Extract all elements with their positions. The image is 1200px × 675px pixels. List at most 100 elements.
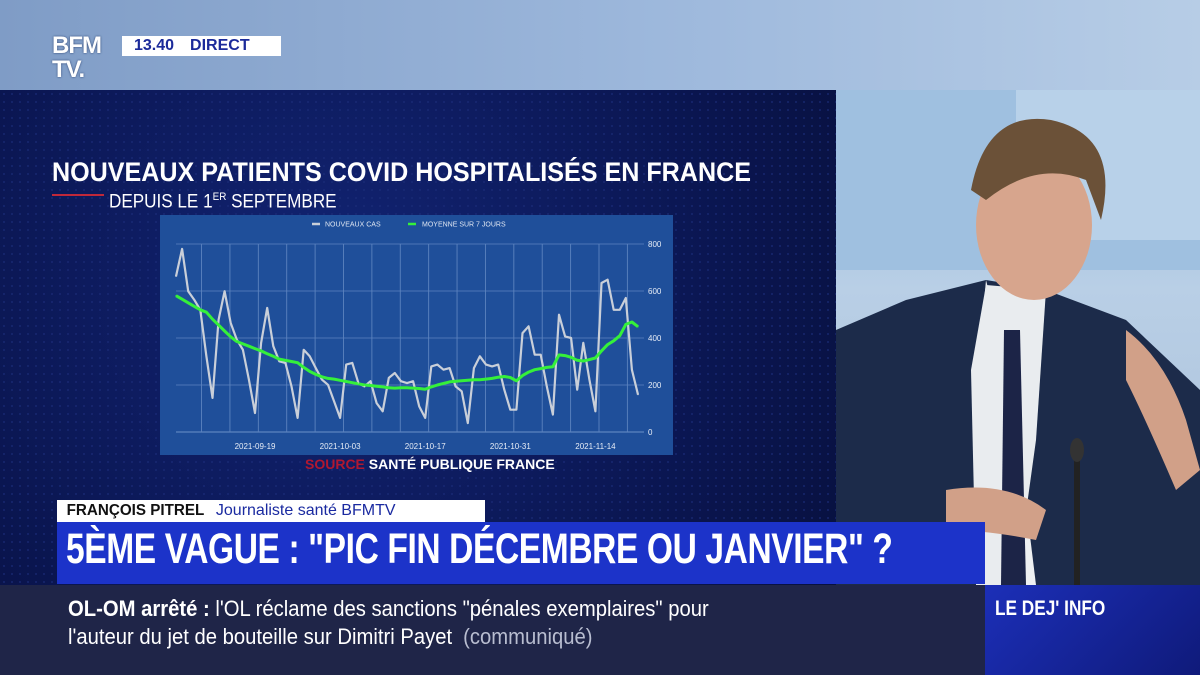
chart-grid: [176, 243, 644, 433]
new-cases-point: [424, 417, 426, 419]
new-cases-point: [339, 417, 341, 419]
series-new-cases-line: [174, 247, 640, 425]
new-cases-point: [351, 362, 353, 364]
avg-point: [600, 350, 603, 352]
x-tick-label: 2021-11-14: [575, 442, 616, 451]
new-cases-point: [430, 365, 432, 368]
avg-point: [418, 387, 420, 390]
headline-bar: [57, 522, 985, 584]
avg-point: [230, 336, 232, 338]
new-cases-point: [345, 363, 347, 366]
new-cases-point: [558, 314, 560, 316]
new-cases-point: [284, 362, 287, 364]
new-cases-point: [254, 412, 256, 414]
live-label: DIRECT: [190, 37, 250, 54]
y-axis-ticks: 0 200 400 600 800: [648, 240, 662, 437]
subtitle-text-end: SEPTEMBRE: [226, 191, 337, 213]
avg-point: [509, 376, 511, 379]
new-cases-point: [552, 414, 554, 416]
studio-camera-view: [836, 90, 1200, 585]
new-cases-point: [363, 385, 366, 388]
avg-point: [303, 366, 305, 368]
legend-new-cases: NOUVEAUX CAS: [325, 222, 381, 229]
avg-point: [607, 343, 609, 346]
new-cases-point: [181, 248, 183, 250]
new-cases-point: [473, 367, 475, 369]
avg-point: [327, 377, 329, 380]
avg-point: [369, 384, 372, 387]
new-cases-point: [582, 342, 584, 344]
new-cases-point: [436, 363, 438, 366]
source-label: SOURCE: [305, 456, 365, 472]
new-cases-point: [527, 325, 530, 327]
avg-point: [260, 350, 262, 352]
new-cases-point: [418, 405, 420, 407]
new-cases-point: [296, 417, 299, 419]
avg-point: [309, 370, 311, 372]
y-tick-label: 800: [648, 240, 662, 249]
presenter-figure: [836, 90, 1200, 585]
speaker-name: FRANÇOIS PITREL: [66, 502, 205, 519]
avg-point: [613, 340, 615, 342]
avg-point: [376, 385, 378, 387]
graphic-subtitle: DEPUIS LE 1ER SEPTEMBRE: [109, 191, 337, 213]
ticker-text-1: l'OL réclame des sanctions "pénales exem…: [215, 596, 709, 621]
new-cases-point: [503, 389, 505, 391]
chart-source: SOURCE SANTÉ PUBLIQUE FRANCE: [305, 456, 555, 472]
new-cases-point: [388, 377, 390, 379]
new-cases-point: [376, 402, 378, 404]
avg-point: [527, 371, 530, 373]
new-cases-point: [290, 385, 293, 388]
new-cases-point: [193, 299, 195, 301]
new-cases-point: [303, 349, 305, 351]
avg-point: [424, 388, 426, 390]
new-cases-point: [217, 319, 220, 321]
avg-point: [448, 381, 451, 383]
new-cases-point: [266, 307, 268, 309]
new-cases-point: [315, 367, 317, 369]
avg-point: [473, 379, 475, 381]
new-cases-point: [625, 297, 627, 299]
avg-point: [266, 353, 268, 355]
avg-point: [503, 375, 505, 378]
source-name: SANTÉ PUBLIQUE FRANCE: [368, 456, 555, 472]
avg-point: [521, 375, 524, 377]
new-cases-point: [272, 345, 274, 347]
ticker-line-2: l'auteur du jet de bouteille sur Dimitri…: [68, 624, 593, 650]
avg-point: [363, 384, 366, 386]
avg-point: [546, 366, 548, 368]
new-cases-point: [333, 400, 335, 403]
avg-point: [345, 380, 347, 383]
avg-point: [351, 382, 353, 384]
x-tick-label: 2021-10-17: [405, 442, 446, 451]
avg-point: [625, 323, 627, 325]
avg-point: [388, 387, 390, 389]
avg-point: [236, 340, 238, 343]
new-cases-point: [406, 382, 408, 384]
new-cases-point: [600, 282, 603, 284]
new-cases-point: [515, 409, 518, 411]
new-cases-point: [309, 355, 311, 357]
new-cases-point: [187, 290, 189, 292]
new-cases-point: [491, 365, 493, 368]
new-cases-point: [205, 355, 207, 357]
avg-point: [461, 380, 463, 382]
new-cases-point: [369, 380, 372, 382]
new-cases-point: [327, 384, 329, 386]
new-cases-point: [175, 275, 177, 278]
ticker-line-1: OL-OM arrêté : l'OL réclame des sanction…: [68, 596, 709, 622]
new-cases-point: [485, 363, 487, 366]
avg-point: [467, 379, 469, 381]
y-tick-label: 400: [648, 334, 662, 343]
avg-point: [576, 359, 578, 361]
ticker-text-2: l'auteur du jet de bouteille sur Dimitri…: [68, 624, 453, 649]
new-cases-point: [546, 385, 548, 388]
program-box: [985, 585, 1200, 675]
live-clock-box: 13.40 DIRECT: [122, 36, 281, 56]
avg-point: [406, 387, 408, 389]
x-tick-label: 2021-10-03: [320, 442, 361, 451]
new-cases-point: [211, 397, 214, 399]
new-cases-point: [637, 394, 639, 396]
avg-point: [290, 360, 293, 363]
avg-point: [272, 355, 274, 357]
